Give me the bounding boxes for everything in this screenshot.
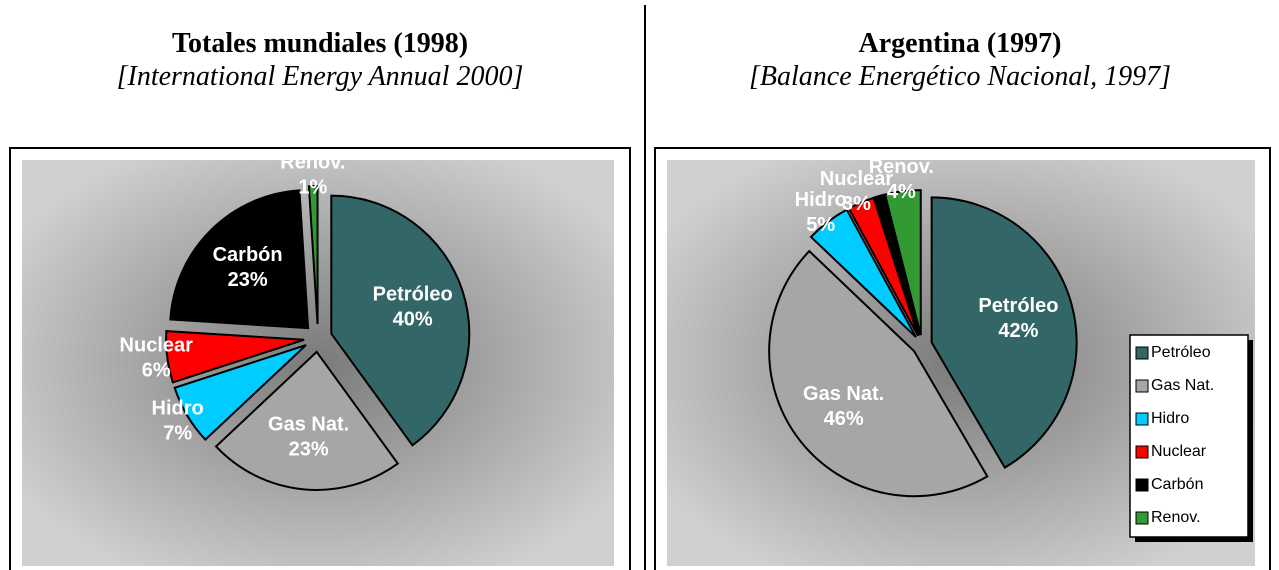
legend-swatch	[1135, 511, 1149, 525]
chart-title: Totales mundiales (1998)	[172, 28, 468, 59]
chart-title: Argentina (1997)	[859, 28, 1062, 59]
slice-value-label: 23%	[289, 438, 329, 460]
slice-category-label: Nuclear	[120, 335, 194, 357]
chart-subtitle: [Balance Energético Nacional, 1997]	[749, 61, 1171, 92]
slice-value-label: 4%	[887, 181, 916, 203]
pie-slice	[214, 350, 400, 491]
slice-value-label: 5%	[806, 214, 835, 236]
slice-category-label: Hidro	[795, 189, 847, 211]
legend-swatch	[1135, 346, 1149, 360]
slice-value-label: 40%	[393, 309, 433, 331]
legend-swatch	[1135, 478, 1149, 492]
pie-slice	[873, 193, 921, 336]
legend-label: Gas Nat.	[1151, 377, 1214, 394]
slice-category-label: Renov.	[280, 151, 345, 173]
slice-category-label: Petróleo	[978, 295, 1058, 317]
legend-label: Petróleo	[1151, 344, 1211, 361]
chart-subtitle: [International Energy Annual 2000]	[117, 61, 524, 92]
legend-label: Renov.	[1151, 509, 1201, 526]
slice-value-label: 1%	[298, 176, 327, 198]
pie-slice	[169, 189, 310, 330]
slice-value-label: 42%	[998, 320, 1038, 342]
legend-label: Hidro	[1151, 410, 1189, 427]
pie-slice	[768, 249, 989, 498]
pie-slice	[883, 189, 922, 336]
slice-value-label: 7%	[163, 422, 192, 444]
pie-slice	[930, 196, 1078, 469]
legend-label: Carbón	[1151, 476, 1203, 493]
legend-swatch	[1135, 445, 1149, 459]
pie-slice	[330, 194, 471, 447]
slice-value-label: 23%	[228, 269, 268, 291]
slice-value-label: 46%	[824, 408, 864, 430]
slice-category-label: Renov.	[869, 156, 934, 178]
pie-slice	[165, 330, 305, 384]
slice-category-label: Carbón	[213, 244, 283, 266]
pie-slice	[809, 208, 917, 338]
slice-category-label: Hidro	[152, 397, 204, 419]
slice-value-label: 3%	[842, 193, 871, 215]
pie-slice	[847, 196, 920, 337]
legend-swatch	[1135, 379, 1149, 393]
slice-category-label: Petróleo	[373, 284, 453, 306]
slice-category-label: Gas Nat.	[268, 413, 349, 435]
pie-slice	[307, 185, 319, 325]
legend	[1129, 334, 1249, 538]
slice-value-label: 6%	[142, 360, 171, 382]
slice-category-label: Gas Nat.	[803, 383, 884, 405]
pie-slice	[173, 344, 307, 442]
legend-swatch	[1135, 412, 1149, 426]
legend-label: Nuclear	[1151, 443, 1207, 460]
slice-category-label: Nuclear	[820, 168, 894, 190]
